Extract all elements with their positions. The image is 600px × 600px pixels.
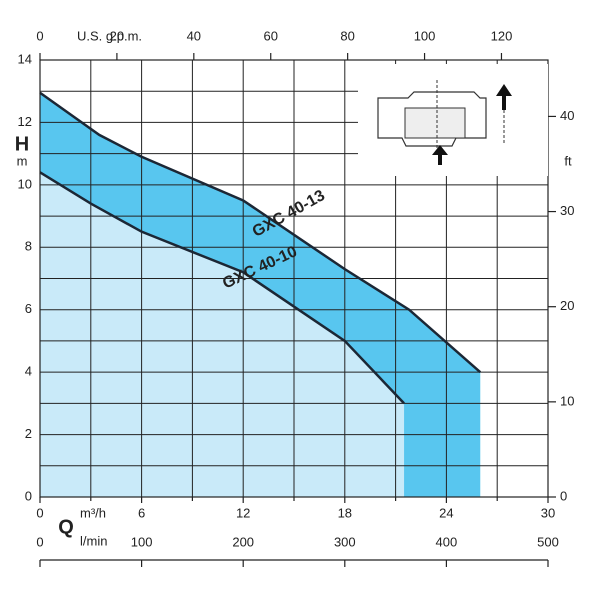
x3-tick-label: 80 (340, 28, 354, 43)
y-tick-label: 14 (18, 51, 32, 66)
x-tick-label: 12 (236, 505, 250, 520)
y2-tick-label: 10 (560, 393, 574, 408)
x-tick-label: 6 (138, 505, 145, 520)
x2-tick-label: 100 (131, 534, 153, 549)
y2-label: ft (564, 153, 572, 168)
x2-unit: l/min (80, 533, 107, 548)
x-label: Q (58, 516, 74, 538)
x3-tick-label: 40 (187, 28, 201, 43)
y-unit: m (17, 153, 28, 168)
x2-tick-label: 400 (436, 534, 458, 549)
x-tick-label: 18 (338, 505, 352, 520)
y-tick-label: 4 (25, 364, 32, 379)
pump-icon (358, 64, 548, 176)
y2-tick-label: 20 (560, 298, 574, 313)
y-tick-label: 12 (18, 114, 32, 129)
x-tick-label: 30 (541, 505, 555, 520)
y2-tick-label: 40 (560, 108, 574, 123)
y2-tick-label: 30 (560, 203, 574, 218)
x-unit: m³/h (80, 505, 106, 520)
x2-tick-label: 0 (36, 534, 43, 549)
y-tick-label: 6 (25, 301, 32, 316)
y-label: H (15, 133, 29, 155)
x3-tick-label: 100 (414, 28, 436, 43)
curve (39, 91, 482, 374)
x3-label: U.S. g.p.m. (77, 28, 142, 43)
y-tick-label: 10 (18, 176, 32, 191)
y2-tick-label: 0 (560, 488, 567, 503)
x-tick-label: 0 (36, 505, 43, 520)
area (40, 172, 405, 497)
x3-tick-label: 20 (110, 28, 124, 43)
x2-tick-label: 200 (232, 534, 254, 549)
y-tick-label: 0 (25, 488, 32, 503)
curve (39, 171, 405, 405)
x2-tick-label: 500 (537, 534, 559, 549)
x3-tick-label: 120 (491, 28, 513, 43)
y-tick-label: 2 (25, 426, 32, 441)
x-tick-label: 24 (439, 505, 453, 520)
x3-tick-label: 0 (36, 28, 43, 43)
y-tick-label: 8 (25, 239, 32, 254)
x2-tick-label: 300 (334, 534, 356, 549)
x3-tick-label: 60 (263, 28, 277, 43)
